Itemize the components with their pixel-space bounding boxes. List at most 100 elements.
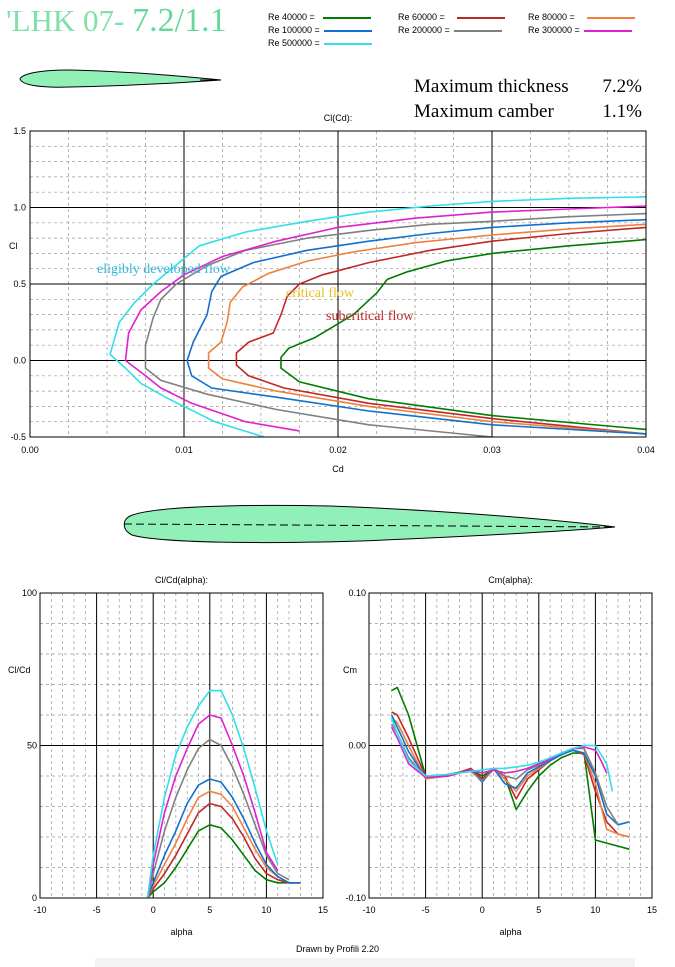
legend-swatch [456,16,505,19]
stat-value: 7.2% [602,76,642,97]
legend-item-re500000: Re 500000 = [268,38,372,48]
airfoil-title: 'LHK 07- 7.2/1.1 [6,2,227,40]
legend-label: Re 500000 = [268,38,320,48]
airfoil-profile-small [19,69,222,88]
cl-cd-polar-chart: 0.00 0.01 0.02 0.03 0.04 -0.5 0.0 0.5 1.0 1.5 Cl(C… [9,113,655,474]
series-line-re-100000 [146,778,301,899]
legend-label: Re 40000 = [268,12,315,22]
plot-frame [368,592,653,899]
legend-swatch [453,29,502,32]
x-tick-label: -10 [362,905,375,915]
series-line-re-60000 [391,711,630,838]
stat-label: Maximum thickness [414,76,569,97]
x-tick-label: 0.00 [21,445,39,455]
airfoil-stats: Maximum thickness 7.2% Maximum camber 1.1% [414,74,642,124]
x-tick-label: 0.01 [175,445,193,455]
x-tick-label: 5 [207,905,212,915]
legend-item-re100000: Re 100000 = [268,25,372,35]
series-line-re-500000 [390,717,614,792]
x-axis-label: alpha [170,927,192,937]
legend-swatch [323,42,372,45]
series-line-re-40000 [280,238,647,431]
stat-camber: Maximum camber 1.1% [414,99,642,124]
series-line-re-80000 [391,717,630,838]
airfoil-chord-line [123,523,616,528]
legend-label: Re 200000 = [398,25,450,35]
stat-thickness: Maximum thickness 7.2% [414,74,642,99]
legend-swatch [322,16,371,19]
series-line-re-200000 [146,738,290,899]
y-tick-label: 1.5 [13,126,26,136]
series-line-re-100000 [186,218,647,435]
y-tick-label: 0.0 [13,356,26,366]
x-tick-label: 10 [590,905,600,915]
y-tick-label: 1.0 [13,203,26,213]
x-tick-label: 10 [261,905,271,915]
series-line-re-80000 [207,223,647,435]
legend-item-re200000: Re 200000 = [398,25,502,35]
x-tick-label: 0.02 [329,445,347,455]
legend-label: Re 80000 = [528,12,575,22]
plot-frame [39,592,324,899]
y-tick-label: -0.5 [10,432,26,442]
series-line-re-60000 [235,226,647,435]
cm-alpha-chart: -10 -5 0 5 10 15 -0.10 0.00 0.10 Cm(alpha): alpha C… [343,575,657,937]
y-tick-label: 0.10 [348,588,366,598]
flow-annotation-critical-flow: critical flow [286,286,355,301]
y-axis-label: Cl/Cd [8,665,31,675]
y-tick-label: 50 [27,741,37,751]
y-tick-label: 0.5 [13,279,26,289]
x-tick-label: -10 [33,905,46,915]
flow-annotation-subcritical-flow: subcritical flow [326,309,414,324]
airfoil-profile-large [123,504,616,544]
plot-frame [29,130,647,438]
stat-label: Maximum camber [414,101,554,122]
x-axis-label: Cd [332,464,344,474]
x-tick-label: 0.03 [483,445,501,455]
legend-label: Re 300000 = [528,25,580,35]
y-tick-label: -0.10 [345,893,366,903]
y-tick-label: 100 [22,588,37,598]
series-line-re-300000 [146,714,279,899]
legend-label: Re 60000 = [398,12,445,22]
chart-title: Cl/Cd(alpha): [155,575,208,585]
legend-label: Re 100000 = [268,25,320,35]
series-line-re-40000 [146,823,301,899]
series-line-re-500000 [109,196,647,438]
cl-cd-alpha-chart: -10 -5 0 5 10 15 0 50 100 Cl/Cd(alpha): alpha Cl/Cd [8,575,328,937]
x-tick-label: 15 [318,905,328,915]
series-line-re-300000 [124,205,647,432]
x-tick-label: 0 [480,905,485,915]
y-axis-label: Cm [343,665,357,675]
chart-title: Cl(Cd): [324,113,353,123]
stat-value: 1.1% [602,101,642,122]
x-axis-label: alpha [499,927,521,937]
legend-item-re80000: Re 80000 = [528,12,635,22]
y-axis-label: Cl [9,241,18,251]
x-tick-label: 0.04 [637,445,655,455]
legend-swatch [583,29,632,32]
x-tick-label: 0 [151,905,156,915]
legend-swatch [323,29,372,32]
legend-item-re300000: Re 300000 = [528,25,632,35]
footer-credit: Drawn by Profili 2.20 [295,944,380,954]
x-tick-label: -5 [93,905,101,915]
x-tick-label: -5 [422,905,430,915]
legend-swatch [586,16,635,19]
series-line-re-200000 [144,212,647,438]
series-line-re-60000 [146,802,301,899]
chart-title: Cm(alpha): [488,575,533,585]
title-main: 7.2/1.1 [132,2,227,39]
title-prefix: 'LHK 07- [6,3,133,38]
series-line-re-300000 [390,726,608,779]
footer-bar [95,958,635,967]
flow-annotation-eligibly-developed-flow: eligibly developed flow [97,262,231,277]
legend-item-re60000: Re 60000 = [398,12,505,22]
y-tick-label: 0 [32,893,37,903]
y-tick-label: 0.00 [348,741,366,751]
x-tick-label: 5 [536,905,541,915]
series-line-re-500000 [146,689,279,899]
legend-item-re40000: Re 40000 = [268,12,371,22]
x-tick-label: 15 [647,905,657,915]
